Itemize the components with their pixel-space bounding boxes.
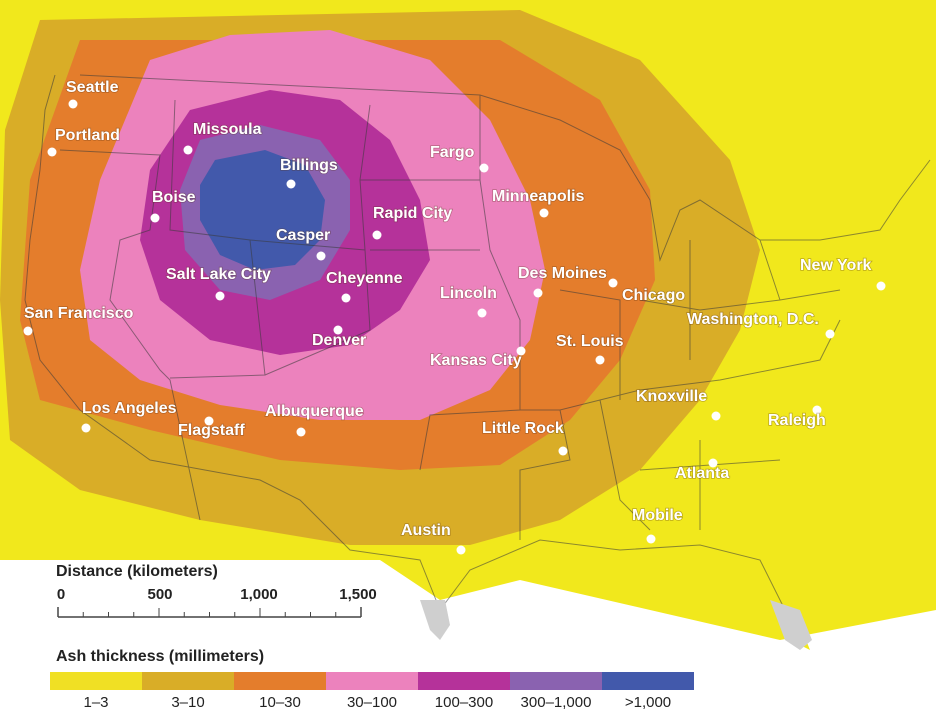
city-label-portland: Portland: [55, 127, 120, 144]
city-label-raleigh: Raleigh: [768, 412, 826, 429]
legend-title: Ash thickness (millimeters): [56, 648, 265, 665]
city-label-flagstaff: Flagstaff: [178, 422, 245, 439]
city-dot-boise: [150, 213, 160, 223]
city-label-lincoln: Lincoln: [440, 285, 497, 302]
city-dot-new-york: [876, 281, 886, 291]
city-label-boise: Boise: [152, 189, 196, 206]
legend-item: 30–100: [326, 672, 418, 711]
legend-item: 300–1,000: [510, 672, 602, 711]
legend-swatch: [418, 672, 510, 690]
texas-tip: [420, 600, 450, 640]
gulf-of-mexico: [470, 520, 810, 650]
city-dot-denver: [333, 325, 343, 335]
city-label-missoula: Missoula: [193, 121, 262, 138]
city-dot-washington-dc: [825, 329, 835, 339]
state-boundaries: [24, 74, 931, 641]
city-label-fargo: Fargo: [430, 144, 475, 161]
city-dot-raleigh: [812, 405, 822, 415]
city-dot-chicago: [608, 278, 618, 288]
legend-item: >1,000: [602, 672, 694, 711]
city-dot-missoula: [183, 145, 193, 155]
city-dot-seattle: [68, 99, 78, 109]
legend-label: 300–1,000: [520, 694, 592, 711]
city-dot-atlanta: [708, 458, 718, 468]
city-dot-knoxville: [711, 411, 721, 421]
city-dot-rapid-city: [372, 230, 382, 240]
legend-label: 10–30: [259, 694, 301, 711]
city-dot-mobile: [646, 534, 656, 544]
legend-swatch: [50, 672, 142, 690]
legend-label: 1–3: [83, 694, 109, 711]
legend-label: >1,000: [624, 694, 672, 711]
city-dot-cheyenne: [341, 293, 351, 303]
scale-tick-3: 1,500: [339, 586, 377, 603]
city-label-cheyenne: Cheyenne: [326, 270, 403, 287]
city-dot-albuquerque: [296, 427, 306, 437]
legend-item: 10–30: [234, 672, 326, 711]
legend-label: 30–100: [346, 694, 398, 711]
legend-label: 3–10: [171, 694, 205, 711]
city-dot-fargo: [479, 163, 489, 173]
florida-tip: [770, 600, 812, 650]
city-label-san-francisco: San Francisco: [24, 305, 134, 322]
legend-swatch: [142, 672, 234, 690]
scale-tick-1: 500: [147, 586, 173, 603]
city-dot-los-angeles: [81, 423, 91, 433]
city-label-minneapolis: Minneapolis: [492, 188, 585, 205]
city-dot-lincoln: [477, 308, 487, 318]
legend-item: 1–3: [50, 672, 142, 711]
city-label-new-york: New York: [800, 257, 872, 274]
legend-item: 3–10: [142, 672, 234, 711]
legend-swatch: [234, 672, 326, 690]
city-dot-flagstaff: [204, 416, 214, 426]
city-label-austin: Austin: [401, 522, 451, 539]
city-label-los-angeles: Los Angeles: [82, 400, 177, 417]
city-label-knoxville: Knoxville: [636, 388, 707, 405]
city-label-st-louis: St. Louis: [556, 333, 624, 350]
ash-thickness-legend: 1–3 3–10 10–30 30–100 100–300 300–1,000 >1,000: [50, 672, 694, 711]
city-dot-casper: [316, 251, 326, 261]
city-dot-des-moines: [533, 288, 543, 298]
city-label-denver: Denver: [312, 332, 366, 349]
city-dot-little-rock: [558, 446, 568, 456]
city-label-salt-lake-city: Salt Lake City: [166, 266, 271, 283]
city-label-albuquerque: Albuquerque: [265, 403, 364, 420]
city-markers: Seattle Portland Missoula Billings Boise Farg…: [23, 78, 886, 555]
city-label-kansas-city: Kansas City: [430, 352, 522, 369]
city-label-little-rock: Little Rock: [482, 420, 564, 437]
legend-item: 100–300: [418, 672, 510, 711]
city-dot-kansas-city: [516, 346, 526, 356]
scale-tick-0: 0: [56, 586, 66, 603]
city-label-washington-dc: Washington, D.C.: [687, 311, 819, 328]
city-label-billings: Billings: [280, 157, 338, 174]
city-dot-austin: [456, 545, 466, 555]
city-label-seattle: Seattle: [66, 79, 119, 96]
ash-band-over-1000: [200, 150, 325, 270]
legend-swatch: [326, 672, 418, 690]
city-label-mobile: Mobile: [632, 507, 683, 524]
legend-swatch: [510, 672, 602, 690]
scale-title: Distance (kilometers): [56, 563, 218, 580]
city-label-des-moines: Des Moines: [518, 265, 607, 282]
city-dot-salt-lake-city: [215, 291, 225, 301]
city-dot-san-francisco: [23, 326, 33, 336]
scale-bar: [57, 607, 362, 618]
city-label-casper: Casper: [276, 227, 330, 244]
city-label-chicago: Chicago: [622, 287, 685, 304]
city-dot-minneapolis: [539, 208, 549, 218]
city-dot-billings: [286, 179, 296, 189]
legend-label: 100–300: [434, 694, 494, 711]
city-dot-st-louis: [595, 355, 605, 365]
legend-swatch: [602, 672, 694, 690]
scale-tick-2: 1,000: [240, 586, 278, 603]
city-label-rapid-city: Rapid City: [373, 205, 452, 222]
city-dot-portland: [47, 147, 57, 157]
city-label-atlanta: Atlanta: [675, 465, 729, 482]
